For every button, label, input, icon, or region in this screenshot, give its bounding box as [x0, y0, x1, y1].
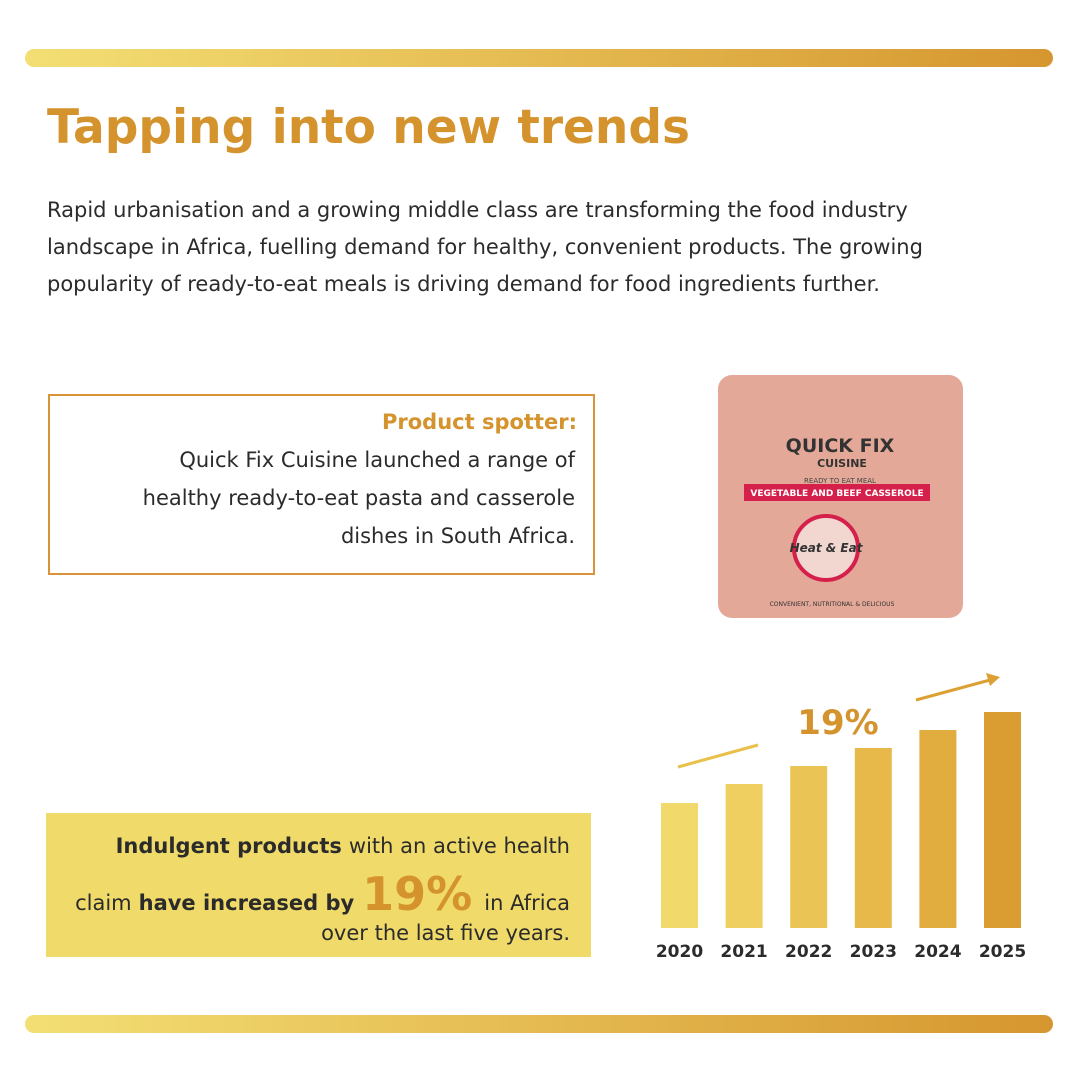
- x-tick-label: 2025: [979, 942, 1026, 962]
- x-tick-label: 2022: [785, 942, 832, 962]
- brand-sub: CUISINE: [817, 457, 867, 470]
- spotter-box: [48, 394, 595, 575]
- bar-chart: 19% 2020 2021 2022 2023 2024 2025: [656, 673, 1026, 962]
- claim-text: with an active health: [349, 834, 570, 858]
- name-band: [744, 484, 930, 501]
- bar: [919, 730, 957, 928]
- badge: [792, 514, 860, 582]
- bar: [725, 784, 763, 928]
- trend-line: [677, 743, 759, 769]
- x-tick-label: 2021: [720, 942, 767, 962]
- bar: [984, 712, 1021, 928]
- claim-line: Indulgent products with an active health: [116, 834, 570, 858]
- claim-bold: Indulgent products: [116, 834, 342, 858]
- bar: [661, 803, 698, 928]
- claim-text: claim: [75, 891, 132, 915]
- intro-line: landscape in Africa, fuelling demand for…: [47, 235, 923, 259]
- bar: [854, 748, 892, 928]
- bar: [790, 766, 828, 928]
- spotter-line: dishes in South Africa.: [341, 524, 575, 548]
- x-tick-label: 2024: [914, 942, 961, 962]
- tagline: READY TO EAT MEAL: [804, 477, 876, 485]
- claim-bold: have increased by: [139, 891, 355, 915]
- claim-box: [46, 813, 591, 957]
- claim-text: in Africa: [484, 891, 570, 915]
- top-band: [25, 49, 1053, 67]
- bottom-band: [25, 1015, 1053, 1033]
- product-name: VEGETABLE AND BEEF CASSEROLE: [750, 489, 923, 499]
- brand: QUICK FIX: [786, 435, 895, 457]
- claim-figure: 19%: [362, 867, 472, 921]
- claim-line: over the last five years.: [321, 921, 570, 945]
- title: Tapping into new trends: [47, 100, 690, 155]
- arrow-head: [986, 673, 1000, 686]
- x-tick-label: 2023: [850, 942, 897, 962]
- x-tick-label: 2020: [656, 942, 703, 962]
- trend-arrow: [915, 678, 991, 702]
- intro-line: Rapid urbanisation and a growing middle …: [47, 198, 908, 222]
- pouch-footer: CONVENIENT, NUTRITIONAL & DELICIOUS: [770, 601, 895, 608]
- claim-line: claim have increased by 19% in Africa: [75, 867, 570, 921]
- spotter-line: Quick Fix Cuisine launched a range of: [179, 448, 575, 472]
- badge-text: Heat & Eat: [790, 541, 864, 555]
- intro-line: popularity of ready-to-eat meals is driv…: [47, 272, 880, 296]
- spotter-line: healthy ready-to-eat pasta and casserole: [143, 486, 575, 510]
- spotter-heading: Product spotter:: [382, 410, 577, 434]
- chart-annotation: 19%: [797, 703, 878, 743]
- product-pouch: QUICK FIX CUISINE READY TO EAT MEAL VEGE…: [718, 375, 963, 618]
